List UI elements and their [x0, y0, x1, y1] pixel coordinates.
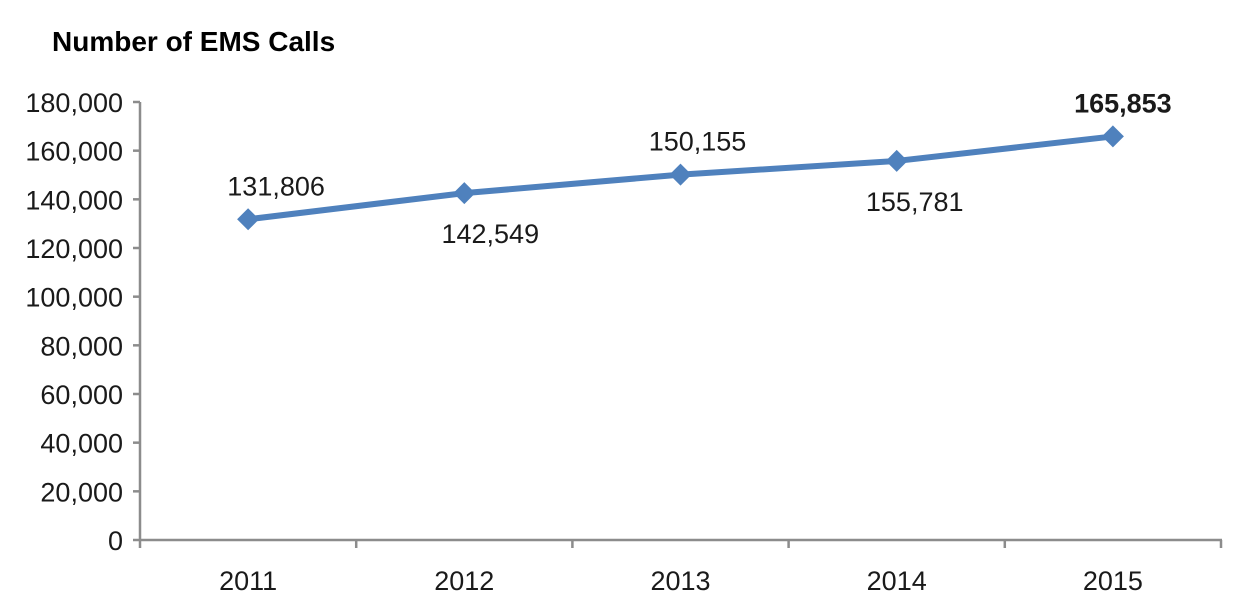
x-tick-label: 2013 [650, 566, 710, 596]
x-tick-label: 2012 [434, 566, 494, 596]
y-tick-label: 60,000 [40, 380, 123, 410]
data-point-label: 155,781 [866, 187, 964, 217]
data-point-marker [453, 182, 476, 205]
y-tick-label: 100,000 [25, 283, 123, 313]
y-tick-label: 140,000 [25, 185, 123, 215]
x-tick-label: 2015 [1083, 566, 1143, 596]
y-tick-label: 80,000 [40, 331, 123, 361]
data-point-marker [1101, 125, 1124, 148]
y-tick-label: 120,000 [25, 234, 123, 264]
data-point-label: 150,155 [649, 127, 747, 157]
x-tick-label: 2011 [219, 566, 277, 596]
data-point-marker [885, 149, 908, 172]
data-point-marker [237, 208, 260, 231]
data-point-label: 131,806 [227, 171, 325, 201]
data-point-marker [669, 163, 692, 186]
chart-title: Number of EMS Calls [52, 26, 336, 57]
y-tick-label: 20,000 [40, 477, 123, 507]
x-tick-label: 2014 [867, 566, 927, 596]
data-point-label: 142,549 [441, 219, 539, 249]
data-point-label: 165,853 [1074, 88, 1172, 118]
y-tick-label: 160,000 [25, 137, 123, 167]
y-tick-label: 0 [108, 526, 123, 556]
y-tick-label: 180,000 [25, 88, 123, 118]
y-tick-label: 40,000 [40, 429, 123, 459]
